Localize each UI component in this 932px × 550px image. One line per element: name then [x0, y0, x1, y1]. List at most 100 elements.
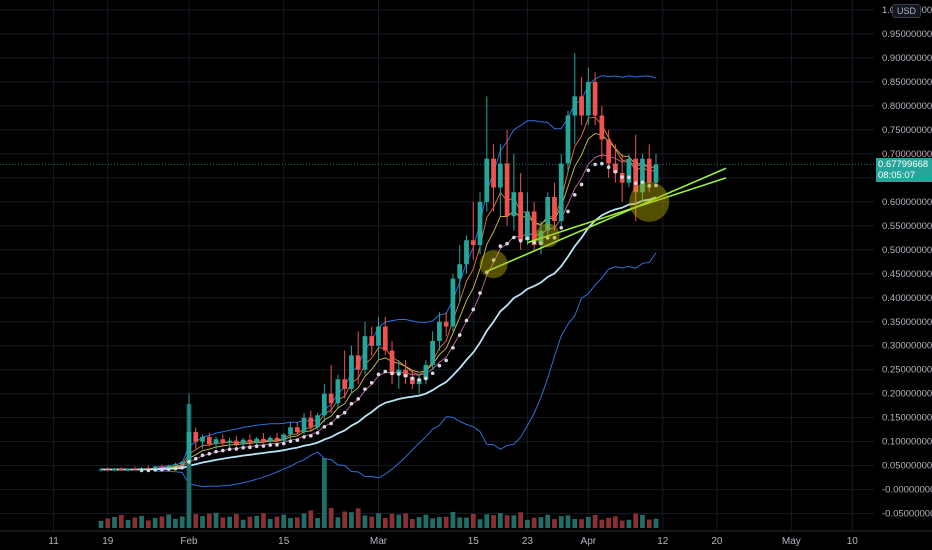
volume-bar: [267, 518, 273, 528]
volume-bar: [213, 512, 219, 528]
candle[interactable]: [301, 412, 307, 435]
candle-body: [565, 115, 571, 164]
candle[interactable]: [430, 331, 436, 370]
candle[interactable]: [240, 437, 246, 448]
candle[interactable]: [159, 464, 165, 469]
candle[interactable]: [308, 410, 314, 433]
candle[interactable]: [105, 467, 111, 472]
candle[interactable]: [626, 153, 632, 188]
candle[interactable]: [565, 110, 571, 174]
candle[interactable]: [213, 436, 219, 449]
psar-dot: [268, 443, 273, 447]
candle[interactable]: [376, 316, 381, 361]
candle[interactable]: [342, 350, 348, 399]
time-axis[interactable]: 11 19 Feb 15 Mar 15 23 Apr 12 20 May 10: [0, 530, 932, 547]
candle[interactable]: [206, 433, 212, 447]
psar-dot: [160, 467, 164, 472]
candle[interactable]: [132, 466, 138, 471]
candle[interactable]: [288, 422, 293, 440]
candle[interactable]: [613, 144, 618, 183]
candle[interactable]: [592, 72, 598, 126]
candle[interactable]: [112, 468, 117, 472]
candle[interactable]: [362, 321, 368, 375]
candle[interactable]: [437, 312, 442, 351]
candle[interactable]: [227, 437, 232, 448]
candle[interactable]: [349, 345, 354, 394]
psar-dot: [329, 421, 333, 426]
candle-body: [409, 376, 415, 385]
candle[interactable]: [457, 245, 463, 303]
candle[interactable]: [464, 235, 469, 274]
volume-bar: [457, 517, 463, 528]
candle[interactable]: [450, 273, 456, 332]
candle[interactable]: [579, 77, 584, 126]
highlight-circle[interactable]: [535, 223, 560, 248]
y-tick-label: 0.10000000: [882, 437, 932, 448]
volume-bar: [281, 514, 287, 528]
candle[interactable]: [321, 384, 327, 423]
candle[interactable]: [653, 153, 659, 188]
candle[interactable]: [220, 434, 226, 447]
candle[interactable]: [585, 67, 591, 126]
candle[interactable]: [274, 433, 280, 443]
candle[interactable]: [477, 192, 483, 255]
candle[interactable]: [369, 326, 375, 356]
candle[interactable]: [504, 129, 510, 226]
candle[interactable]: [125, 468, 131, 472]
candle-body: [288, 427, 293, 435]
trendline[interactable]: [486, 167, 727, 273]
candle[interactable]: [470, 201, 476, 260]
candle[interactable]: [606, 129, 611, 178]
drawing-tools[interactable]: [479, 167, 727, 279]
psar-dot: [647, 184, 652, 188]
x-tick-label: 19: [102, 536, 114, 547]
psar-dot: [139, 468, 144, 473]
candle[interactable]: [484, 96, 490, 212]
candle[interactable]: [247, 434, 253, 446]
candle[interactable]: [403, 360, 408, 385]
candle[interactable]: [443, 312, 449, 337]
price-axis[interactable]: 1.000000000.950000000.900000000.85000000…: [882, 5, 932, 520]
candle[interactable]: [173, 462, 178, 468]
candle[interactable]: [355, 331, 361, 385]
candle[interactable]: [525, 192, 530, 246]
candle[interactable]: [511, 153, 517, 231]
candle[interactable]: [518, 173, 524, 250]
candle[interactable]: [552, 182, 557, 231]
volume-bar: [105, 518, 111, 528]
candle[interactable]: [572, 53, 578, 145]
psar-dot: [356, 397, 360, 401]
candle[interactable]: [179, 460, 185, 467]
volume-bar: [606, 517, 611, 528]
candle[interactable]: [186, 393, 192, 466]
trendline[interactable]: [527, 177, 727, 244]
candle[interactable]: [118, 467, 124, 471]
candle[interactable]: [315, 412, 320, 430]
candle[interactable]: [599, 105, 605, 159]
candle-body: [342, 379, 348, 389]
candle[interactable]: [193, 427, 199, 449]
candle[interactable]: [294, 422, 300, 435]
candle-body: [315, 415, 320, 428]
candle[interactable]: [389, 340, 395, 385]
candle[interactable]: [558, 153, 564, 226]
currency-badge[interactable]: USD: [892, 4, 922, 18]
candle[interactable]: [545, 192, 551, 236]
candle[interactable]: [491, 144, 496, 212]
highlight-circle[interactable]: [479, 250, 508, 279]
candle[interactable]: [233, 435, 239, 447]
candle[interactable]: [640, 153, 645, 202]
candlesticks[interactable]: [98, 53, 659, 472]
candle[interactable]: [261, 433, 266, 444]
candle-body: [572, 96, 578, 116]
highlight-circle[interactable]: [629, 181, 670, 222]
candle[interactable]: [497, 144, 503, 217]
candle[interactable]: [416, 374, 422, 394]
candle[interactable]: [328, 364, 334, 413]
candle[interactable]: [382, 316, 388, 356]
candle[interactable]: [200, 434, 205, 449]
candle[interactable]: [335, 374, 341, 409]
candle[interactable]: [98, 468, 104, 472]
volume-bar: [504, 515, 510, 528]
